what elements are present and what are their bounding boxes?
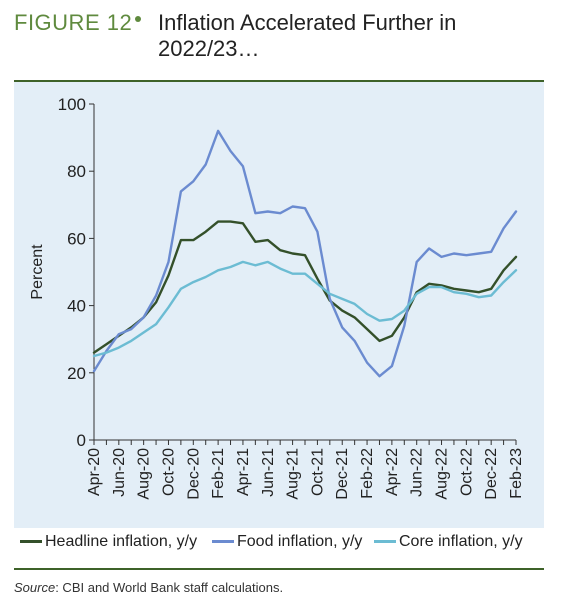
chart-title: Inflation Accelerated Further in 2022/23…	[158, 10, 457, 61]
x-tick-label: Aug-20	[136, 448, 153, 500]
x-tick-label: Jun-20	[111, 448, 128, 497]
x-tick-label: Dec-21	[334, 448, 351, 500]
legend-item-core: Core inflation, y/y	[374, 533, 523, 551]
source-text: : CBI and World Bank staff calculations.	[55, 580, 284, 595]
legend-item-headline: Headline inflation, y/y	[20, 533, 197, 551]
y-tick-label: 100	[58, 95, 86, 114]
x-tick-label: Jun-22	[409, 448, 426, 497]
legend-label-food: Food inflation, y/y	[237, 533, 363, 550]
legend-swatch-food	[212, 540, 234, 544]
y-tick-label: 40	[67, 297, 86, 316]
x-tick-label: Apr-21	[235, 448, 252, 496]
y-tick-label: 20	[67, 364, 86, 383]
x-tick-label: Oct-21	[309, 448, 326, 496]
x-tick-label: Feb-23	[508, 448, 525, 499]
chart-background	[14, 82, 544, 528]
series-line-2	[92, 129, 518, 378]
y-tick-label: 0	[77, 431, 86, 450]
bullet-icon	[135, 16, 141, 22]
y-axis-label: Percent	[29, 244, 46, 300]
chart-panel: 0 20 40 60 80 100 Apr-20 Jun-20 Aug-20 Oct-20 Dec…	[14, 80, 544, 570]
legend-swatch-core	[374, 540, 396, 544]
x-tick-label: Jun-21	[260, 448, 277, 497]
source-note: Source: CBI and World Bank staff calcula…	[14, 580, 283, 595]
legend-item-food: Food inflation, y/y	[212, 533, 362, 551]
legend-label-headline: Headline inflation, y/y	[45, 533, 198, 550]
y-axis: 0 20 40 60 80 100	[58, 95, 95, 450]
x-tick-label: Apr-20	[86, 448, 103, 496]
source-prefix: Source	[14, 580, 56, 595]
series-line-1	[92, 220, 518, 354]
y-tick-label: 80	[67, 162, 86, 181]
x-tick-label: Dec-20	[185, 448, 202, 500]
series-layer	[92, 129, 518, 378]
x-tick-label: Oct-20	[160, 448, 177, 496]
x-tick-label: Oct-22	[458, 448, 475, 496]
x-tick-label: Apr-22	[384, 448, 401, 496]
series-line-3	[92, 260, 518, 358]
x-tick-label: Aug-21	[285, 448, 302, 500]
legend-label-core: Core inflation, y/y	[399, 533, 523, 550]
x-tick-label: Dec-22	[483, 448, 500, 500]
x-tick-label: Feb-21	[210, 448, 227, 499]
x-tick-label: Feb-22	[359, 448, 376, 499]
line-chart: 0 20 40 60 80 100 Apr-20 Jun-20 Aug-20 Oct-20 Dec…	[14, 82, 544, 528]
x-axis: Apr-20 Jun-20 Aug-20 Oct-20 Dec-20 Feb-21 Apr-…	[86, 439, 525, 500]
legend-swatch-headline	[20, 540, 42, 544]
legend: Headline inflation, y/y Food inflation, …	[14, 528, 544, 558]
y-tick-label: 60	[67, 229, 86, 248]
figure-label: FIGURE 12	[14, 10, 133, 35]
x-tick-label: Aug-22	[434, 448, 451, 500]
